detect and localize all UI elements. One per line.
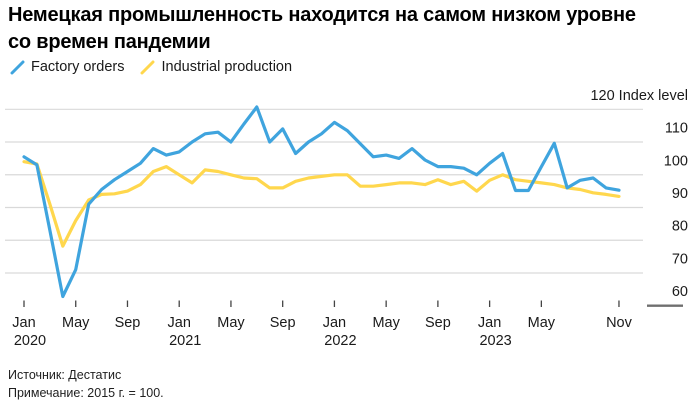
- legend: Factory orders Industrial production: [10, 59, 292, 75]
- svg-text:80: 80: [672, 219, 688, 235]
- svg-text:70: 70: [672, 251, 688, 267]
- svg-text:May: May: [62, 315, 90, 331]
- svg-text:Jan: Jan: [323, 315, 346, 331]
- legend-item-factory-orders: Factory orders: [10, 59, 124, 75]
- industrial-production-line-swatch-icon: [140, 60, 155, 74]
- svg-text:100: 100: [664, 153, 688, 169]
- footer-notes: Источник: Дестатис Примечание: 2015 г. =…: [8, 366, 164, 402]
- svg-text:2020: 2020: [14, 333, 46, 349]
- svg-text:90: 90: [672, 186, 688, 202]
- svg-text:60: 60: [672, 284, 688, 300]
- svg-text:Jan: Jan: [478, 315, 501, 331]
- x-axis-ticks: Jan 2020 May Sep Jan 2021 May Sep Jan 2022 May Sep J…: [12, 300, 633, 349]
- svg-text:May: May: [372, 315, 400, 331]
- factory-orders-line-swatch-icon: [10, 60, 25, 74]
- svg-text:2022: 2022: [324, 333, 356, 349]
- svg-text:110: 110: [665, 121, 688, 137]
- factory-orders-line: [22, 105, 621, 299]
- svg-text:2023: 2023: [479, 333, 511, 349]
- legend-label-industrial-production: Industrial production: [161, 59, 293, 75]
- legend-item-industrial-production: Industrial production: [140, 59, 292, 75]
- source-note: Источник: Дестатис: [8, 368, 122, 382]
- svg-text:Sep: Sep: [270, 315, 296, 331]
- svg-text:Jan: Jan: [168, 315, 191, 331]
- svg-text:120 Index level: 120 Index level: [590, 88, 688, 104]
- svg-text:Nov: Nov: [606, 315, 633, 331]
- svg-text:Sep: Sep: [115, 315, 141, 331]
- index-base-note: Примечание: 2015 г. = 100.: [8, 386, 164, 400]
- y-axis-labels: 120 Index level 110 100 90 80 70 60: [590, 88, 688, 300]
- svg-text:Jan: Jan: [12, 315, 35, 331]
- industrial-production-line: [22, 160, 621, 248]
- legend-label-factory-orders: Factory orders: [31, 59, 125, 75]
- svg-text:May: May: [528, 315, 556, 331]
- svg-text:2021: 2021: [169, 333, 201, 349]
- chart-title: Немецкая промышленность находится на сам…: [8, 4, 636, 53]
- svg-text:Sep: Sep: [425, 315, 451, 331]
- svg-text:May: May: [217, 315, 245, 331]
